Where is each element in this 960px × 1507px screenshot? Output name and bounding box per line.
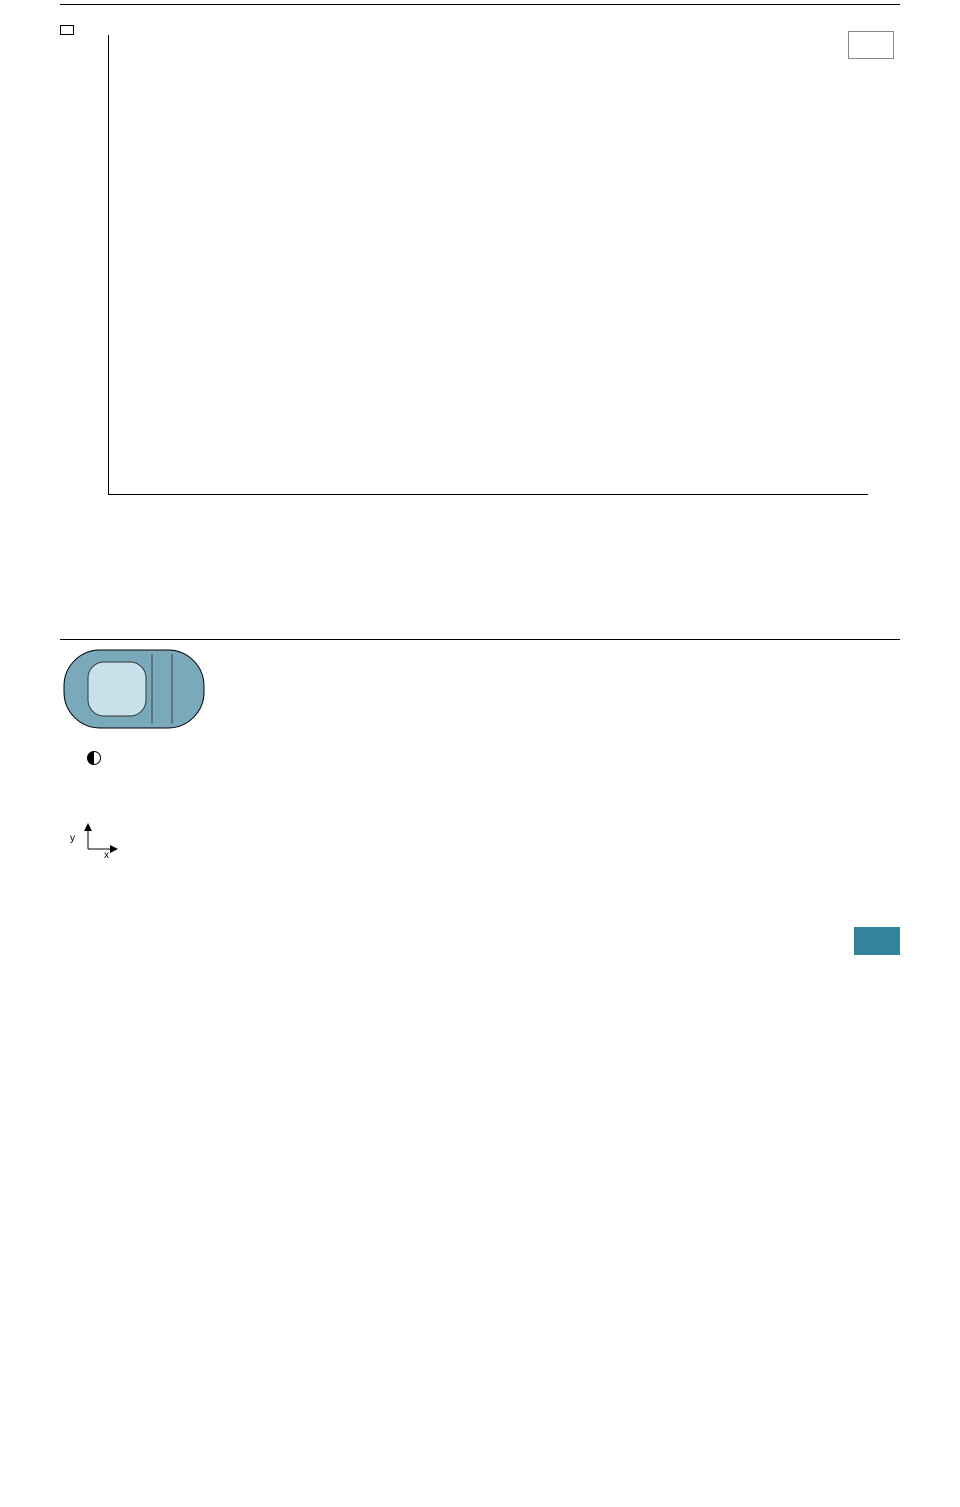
plot-area (108, 35, 868, 495)
collision-diagram: y x (60, 573, 900, 859)
annotation-ustaleni (60, 25, 74, 35)
stick-figure (60, 640, 900, 860)
legend-item-pelv (857, 48, 885, 50)
diagram-grid: y x (60, 639, 900, 859)
legend-item-thor (857, 44, 885, 46)
page-number (854, 927, 900, 955)
running-header (60, 0, 900, 5)
page-number-container (60, 927, 900, 955)
acc-chart (60, 25, 900, 545)
chart-legend (848, 31, 894, 59)
axis-y-label: y (70, 833, 75, 844)
legend-item-head (857, 40, 885, 42)
axis-arrows-icon (80, 823, 120, 857)
diagram-meta (60, 573, 900, 639)
